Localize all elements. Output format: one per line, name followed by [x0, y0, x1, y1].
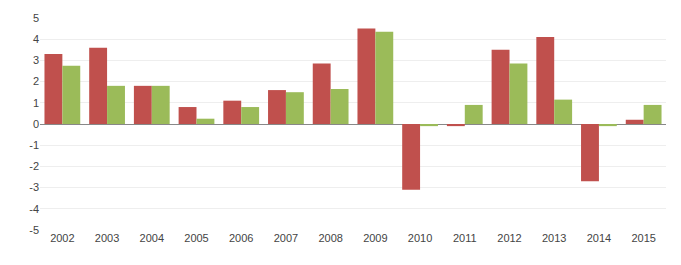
svg-text:1: 1 — [33, 97, 39, 109]
svg-text:4: 4 — [33, 33, 39, 45]
svg-text:2011: 2011 — [453, 232, 477, 244]
svg-text:2008: 2008 — [318, 232, 342, 244]
svg-text:2007: 2007 — [274, 232, 298, 244]
svg-text:2013: 2013 — [542, 232, 566, 244]
svg-text:2006: 2006 — [229, 232, 253, 244]
svg-text:0: 0 — [33, 118, 39, 130]
svg-text:-3: -3 — [29, 181, 39, 193]
svg-text:2012: 2012 — [497, 232, 521, 244]
svg-text:3: 3 — [33, 54, 39, 66]
svg-text:2: 2 — [33, 75, 39, 87]
svg-text:2005: 2005 — [184, 232, 208, 244]
svg-text:-2: -2 — [29, 160, 39, 172]
svg-text:2014: 2014 — [587, 232, 611, 244]
svg-text:2009: 2009 — [363, 232, 387, 244]
svg-text:-5: -5 — [29, 224, 39, 236]
svg-text:5: 5 — [33, 12, 39, 24]
svg-text:-1: -1 — [29, 139, 39, 151]
svg-text:2015: 2015 — [631, 232, 655, 244]
svg-text:2004: 2004 — [140, 232, 164, 244]
svg-text:2002: 2002 — [50, 232, 74, 244]
svg-text:2003: 2003 — [95, 232, 119, 244]
svg-text:-4: -4 — [29, 203, 39, 215]
svg-text:2010: 2010 — [408, 232, 432, 244]
